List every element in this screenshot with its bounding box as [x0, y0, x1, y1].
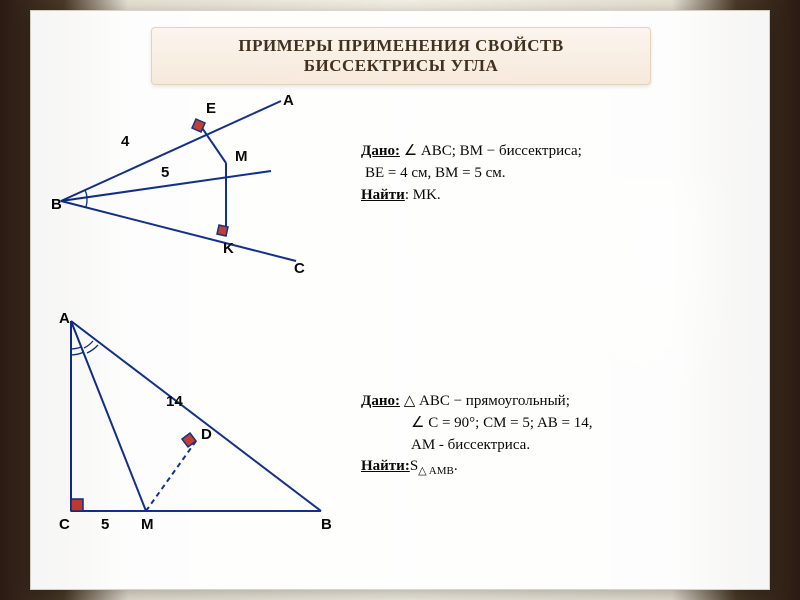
given-label-2: Дано:: [361, 393, 400, 409]
title-line1: ПРИМЕРЫ ПРИМЕНЕНИЯ СВОЙСТВ: [166, 36, 636, 56]
given-label: Дано:: [361, 143, 400, 159]
svg-text:M: M: [141, 516, 154, 533]
p2-find-sub: △ AMB: [418, 465, 454, 477]
p1-find-text: : MK.: [405, 187, 441, 203]
title-line2: БИССЕКТРИСЫ УГЛА: [166, 56, 636, 76]
find-label-2: Найти:: [361, 458, 410, 474]
figure-2: A C B M D 14 5: [51, 311, 351, 541]
svg-text:A: A: [59, 311, 70, 327]
problem-1-text: Дано: ∠ ABC; BM − биссектриса; BE = 4 см…: [361, 141, 721, 206]
svg-text:K: K: [223, 240, 234, 257]
p2-given: Дано: △ ABC − прямоугольный;: [361, 391, 721, 413]
p1-given-2: BE = 4 см, BM = 5 см.: [365, 163, 721, 185]
svg-text:C: C: [59, 516, 70, 533]
find-label: Найти: [361, 187, 405, 203]
p1-given: Дано: ∠ ABC; BM − биссектриса;: [361, 141, 721, 163]
svg-text:B: B: [51, 196, 62, 213]
svg-text:A: A: [283, 92, 294, 109]
svg-text:D: D: [201, 426, 212, 443]
p2-given-1: △ ABC − прямоугольный;: [404, 393, 570, 409]
svg-text:14: 14: [166, 393, 183, 410]
p1-find: Найти: MK.: [361, 185, 721, 207]
p1-given-1: ∠ ABC; BM − биссектриса;: [404, 143, 582, 159]
svg-text:4: 4: [121, 133, 130, 150]
svg-text:5: 5: [161, 164, 169, 181]
p2-given-3: AM - биссектриса.: [411, 435, 721, 457]
p2-find: Найти:S△ AMB.: [361, 456, 721, 480]
p2-find-suffix: .: [454, 458, 458, 474]
page-card: ПРИМЕРЫ ПРИМЕНЕНИЯ СВОЙСТВ БИССЕКТРИСЫ У…: [30, 10, 770, 590]
svg-text:B: B: [321, 516, 332, 533]
title-box: ПРИМЕРЫ ПРИМЕНЕНИЯ СВОЙСТВ БИССЕКТРИСЫ У…: [151, 27, 651, 85]
p2-given-2: ∠ C = 90°; CM = 5; AB = 14,: [411, 413, 721, 435]
problem-2-text: Дано: △ ABC − прямоугольный; ∠ C = 90°; …: [361, 391, 721, 480]
svg-text:C: C: [294, 260, 305, 277]
figure-1: A E M B K C 4 5: [51, 91, 331, 291]
svg-text:M: M: [235, 148, 248, 165]
p2-find-S: S: [410, 458, 418, 474]
svg-text:5: 5: [101, 516, 109, 533]
svg-text:E: E: [206, 100, 216, 117]
